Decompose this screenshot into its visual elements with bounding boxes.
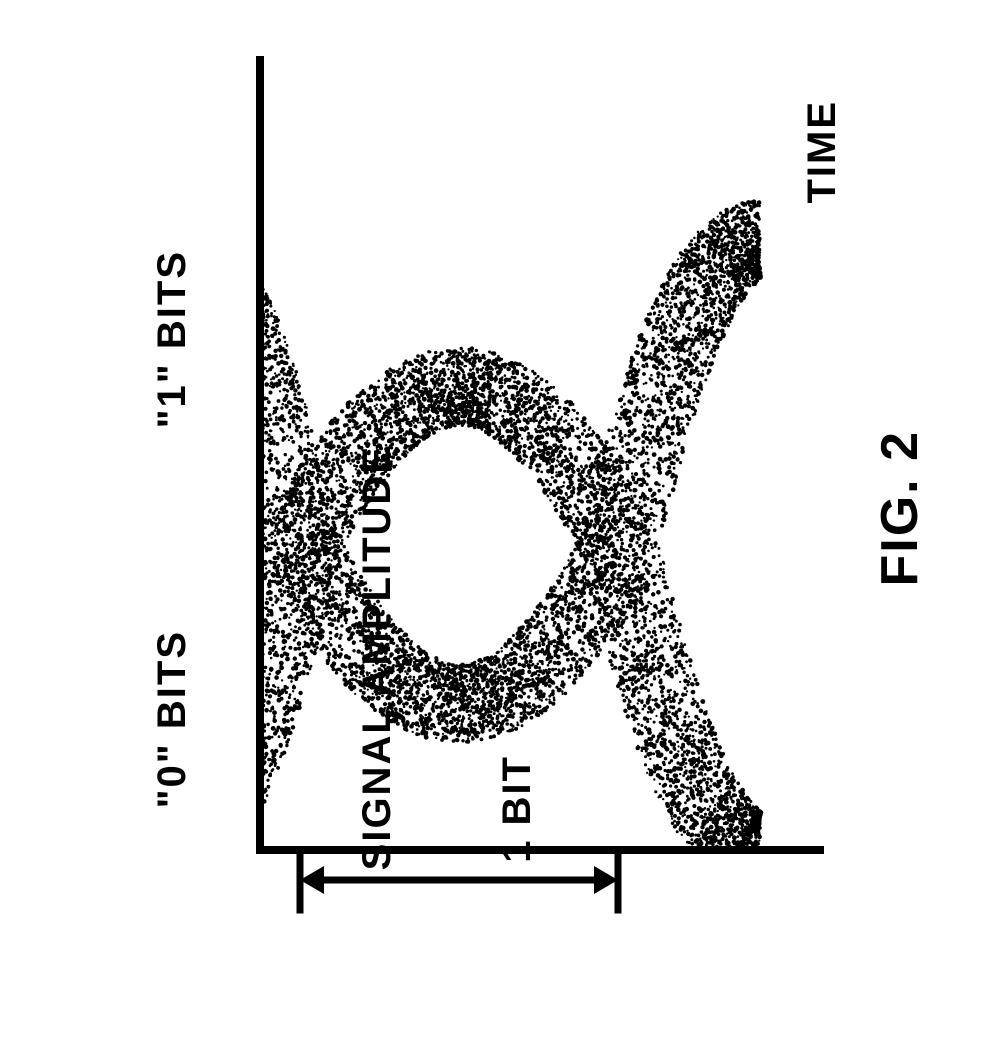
diagram-stage: SIGNAL AMPLITUDE TIME "1" BITS "0" BITS … [0,0,993,1038]
figure-label: FIG. 2 [870,430,930,586]
y-axis-label: SIGNAL AMPLITUDE [355,445,400,870]
bits-low-label: "0" BITS [150,630,195,808]
x-axis-label: TIME [800,100,845,204]
one-bit-label: 1 BIT [495,755,540,863]
bits-high-label: "1" BITS [150,250,195,428]
